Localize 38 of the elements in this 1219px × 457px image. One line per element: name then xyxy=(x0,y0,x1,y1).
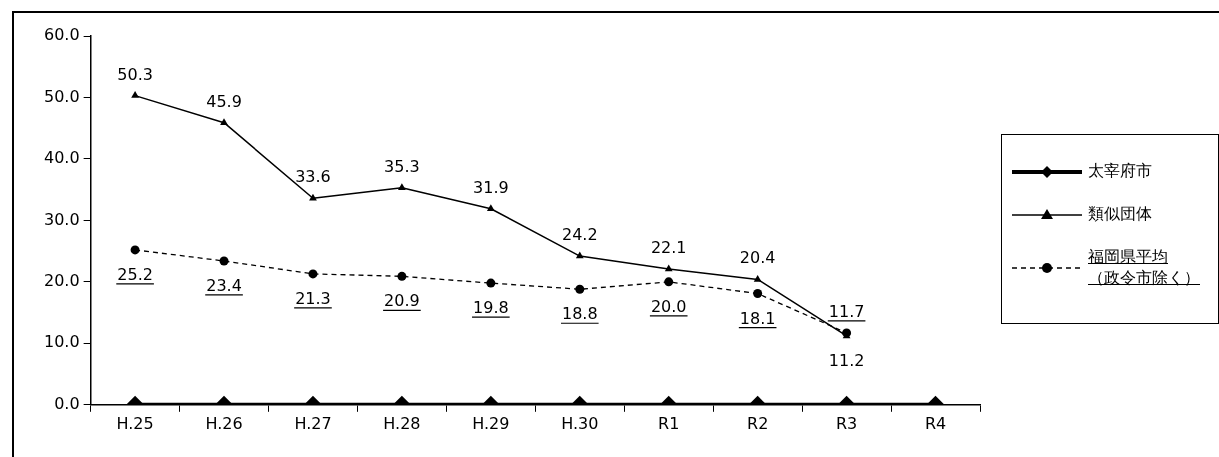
data-label: 25.2 xyxy=(117,264,153,284)
data-label: 11.7 xyxy=(828,301,865,321)
data-label: 23.4 xyxy=(206,275,242,295)
y-tick-label: 10.0 xyxy=(44,332,80,352)
data-label: 22.1 xyxy=(650,237,687,257)
data-label: 20.0 xyxy=(650,296,687,316)
y-tick-label: 30.0 xyxy=(44,209,80,229)
data-label: 20.9 xyxy=(384,291,420,311)
data-label: 33.6 xyxy=(295,167,331,187)
x-tick-label: H.26 xyxy=(205,413,243,433)
x-tick-label: R4 xyxy=(924,413,947,433)
y-tick-label: 50.0 xyxy=(44,86,80,106)
x-tick-label: H.25 xyxy=(116,413,154,433)
legend-label: 類似団体 xyxy=(1088,204,1152,225)
x-tick-label: R3 xyxy=(835,413,858,433)
data-label: 18.8 xyxy=(561,304,598,324)
x-tick-label: H.27 xyxy=(294,413,332,433)
data-label: 50.3 xyxy=(117,64,153,84)
legend-label: 福岡県平均（政令市除く） xyxy=(1088,247,1201,289)
y-tick-label: 40.0 xyxy=(44,148,80,168)
data-label: 19.8 xyxy=(473,298,509,318)
x-tick-label: H.28 xyxy=(383,413,421,433)
data-label: 24.2 xyxy=(561,225,598,245)
data-label: 18.1 xyxy=(739,308,776,328)
data-label: 11.2 xyxy=(828,350,865,370)
data-label: 45.9 xyxy=(206,91,242,111)
data-label: 20.4 xyxy=(739,248,776,268)
legend-label: 太宰府市 xyxy=(1088,161,1152,182)
data-label: 21.3 xyxy=(295,288,331,308)
y-tick-label: 60.0 xyxy=(44,25,80,45)
data-label: 31.9 xyxy=(473,177,509,197)
x-tick-label: H.30 xyxy=(561,413,599,433)
y-tick-label: 0.0 xyxy=(54,393,80,413)
x-tick-label: H.29 xyxy=(472,413,510,433)
y-tick-label: 20.0 xyxy=(44,271,80,291)
x-tick-label: R2 xyxy=(747,413,769,433)
data-label: 35.3 xyxy=(384,156,420,176)
x-tick-label: R1 xyxy=(658,413,680,433)
